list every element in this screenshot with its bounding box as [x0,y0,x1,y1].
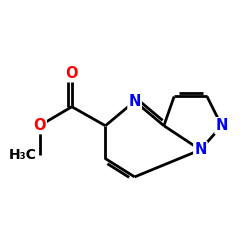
Text: O: O [33,118,46,133]
Text: N: N [128,94,141,109]
Text: O: O [66,66,78,81]
Text: H₃C: H₃C [9,148,37,162]
Text: N: N [194,142,207,157]
Text: N: N [216,118,228,133]
